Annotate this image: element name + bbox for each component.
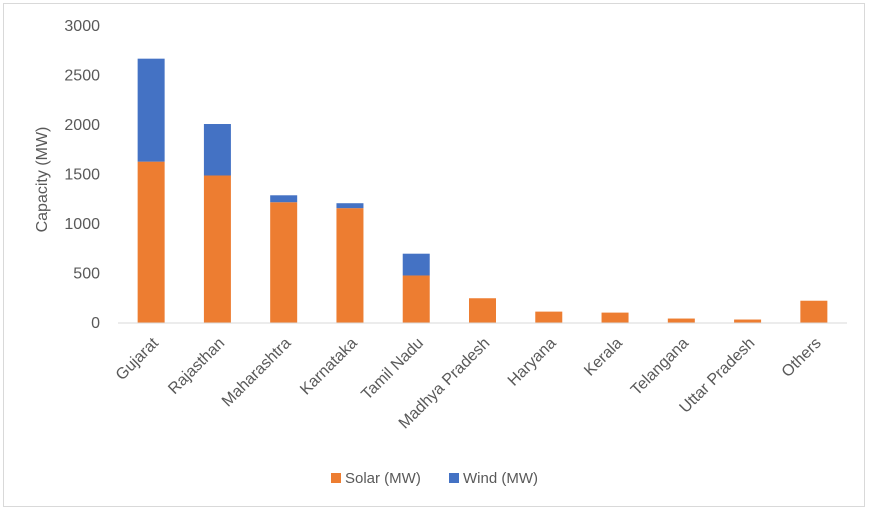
bar-solar xyxy=(137,161,165,323)
bar-wind xyxy=(336,203,364,209)
x-tick-label: Telangana xyxy=(628,335,692,399)
y-axis-title: Capacity (MW) xyxy=(34,127,51,233)
bar-wind xyxy=(270,195,298,203)
y-tick-label: 500 xyxy=(73,266,100,283)
bar-solar xyxy=(336,208,364,323)
bar-solar xyxy=(402,275,430,323)
bar-wind xyxy=(203,124,231,176)
bar-solar xyxy=(734,319,762,323)
x-tick-label: Karnataka xyxy=(297,335,361,399)
y-tick-label: 1500 xyxy=(64,167,100,184)
x-tick-label: Others xyxy=(779,335,825,381)
bar-wind xyxy=(137,58,165,162)
bar-solar xyxy=(800,300,828,323)
y-tick-label: 2000 xyxy=(64,117,100,134)
legend-swatch xyxy=(449,473,459,483)
x-tick-label: Haryana xyxy=(505,335,560,390)
y-tick-label: 3000 xyxy=(64,18,100,35)
legend-label: Wind (MW) xyxy=(463,470,538,487)
x-tick-label: Rajasthan xyxy=(165,335,228,398)
bar-solar xyxy=(601,312,629,323)
bar-solar xyxy=(203,175,231,323)
x-tick-label: Maharashtra xyxy=(219,335,295,411)
x-tick-label: Gujarat xyxy=(113,334,163,384)
legend-label: Solar (MW) xyxy=(345,470,421,487)
x-tick-label: Kerala xyxy=(581,335,626,380)
bar-solar xyxy=(535,311,563,323)
x-tick-label: Tamil Nadu xyxy=(358,335,427,404)
y-tick-label: 0 xyxy=(91,315,100,332)
bar-solar xyxy=(469,298,496,323)
y-tick-label: 1000 xyxy=(64,216,100,233)
y-tick-label: 2500 xyxy=(64,68,100,85)
bar-wind xyxy=(402,253,430,276)
legend-swatch xyxy=(331,473,341,483)
bar-solar xyxy=(270,202,298,323)
bar-solar xyxy=(667,318,695,323)
